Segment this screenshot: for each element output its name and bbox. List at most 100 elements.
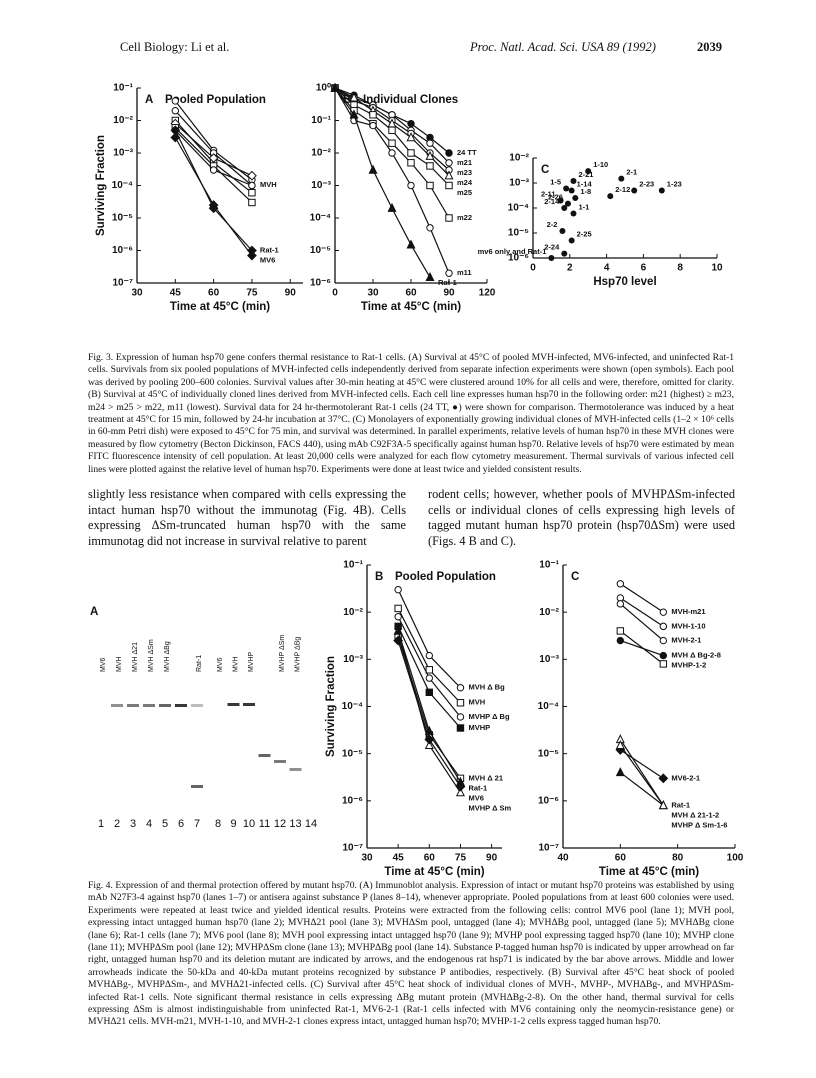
lane-number: 3 [130,818,136,830]
y-tick-label: 10⁻⁶ [342,795,363,806]
lane-number: 8 [215,818,221,830]
series-label: m23 [457,168,472,177]
panel-title: Pooled Population [165,94,266,106]
marker [659,622,668,631]
lane-number: 12 [274,818,286,830]
marker [659,660,668,668]
x-tick-label: 120 [479,288,496,299]
marker [369,111,377,119]
series-label: MV6-2-1 [671,773,700,782]
marker [445,159,453,167]
marker [456,684,465,692]
marker [456,724,465,732]
series-label: m11 [457,268,472,277]
point-label: 1-8 [580,187,591,196]
marker [248,181,256,190]
panel-letter: A [145,94,153,106]
point-label: 2-12 [615,185,630,194]
marker [407,149,415,157]
x-axis-label: Time at 45°C (min) [361,301,461,313]
y-tick-label: 10⁻⁶ [112,245,133,256]
lane-number: 11 [259,818,270,830]
blot-band [191,704,203,707]
running-head: Cell Biology: Li et al. [120,40,230,54]
series-line [619,745,664,806]
y-tick-label: 10⁻³ [311,180,331,191]
x-tick-label: 75 [246,288,258,299]
y-tick-label: 10⁻⁷ [112,278,133,289]
x-tick-label: 2 [567,263,573,274]
x-tick-label: 30 [361,853,373,864]
marker [425,666,434,674]
marker [349,92,359,102]
lane-label: MV6 [217,658,224,673]
point [561,205,568,211]
marker [444,170,454,180]
marker [394,585,402,594]
x-tick-label: 10 [711,263,723,274]
point [658,187,665,194]
marker [393,625,403,635]
series-line [619,630,664,665]
x-tick-label: 60 [208,288,220,299]
point-label: 1-5 [550,178,561,187]
figure-caption: Fig. 3. Expression of human hsp70 gene c… [88,352,734,475]
lane-number: 4 [146,818,152,830]
marker [424,740,434,750]
lane-label: MVH ΔSm [148,639,155,672]
series-label: MVHP Δ Sm-1-6 [671,820,727,829]
panel-title: Pooled Population [395,571,496,583]
marker [615,740,625,750]
blot-band [175,704,187,707]
marker [406,132,416,142]
lane-label: MVH Δ21 [132,642,139,672]
y-tick-label: 10⁻⁵ [508,228,529,239]
y-tick-label: 10⁻² [113,115,133,126]
marker [616,600,625,608]
x-axis-label: Time at 45°C (min) [170,301,270,313]
point [570,210,577,217]
y-tick-label: 10⁻⁵ [112,213,133,224]
y-tick-label: 10⁻⁶ [310,278,331,289]
x-tick-label: 0 [530,263,536,274]
x-tick-label: 100 [727,853,744,864]
point [572,195,579,202]
point-label: 2-24 [544,243,560,252]
series-line [619,771,664,806]
y-axis-label: Surviving Fraction [95,135,107,236]
marker [659,608,668,616]
x-tick-label: 6 [641,263,647,274]
x-tick-label: 90 [443,288,455,299]
marker [247,250,257,261]
series-label: Rat-1 [468,783,487,792]
lane-label: MVHP ΔBg [294,637,301,672]
marker [170,132,181,143]
y-tick-label: 10⁻⁵ [342,748,363,759]
series-label: m21 [457,158,472,167]
panel-letter: C [541,164,549,176]
marker [659,651,668,660]
marker [424,734,435,745]
journal: Proc. Natl. Acad. Sci. USA 89 (1992) [470,40,656,54]
marker [426,181,434,190]
y-tick-label: 10⁻⁷ [342,843,363,854]
y-tick-label: 10⁻³ [509,178,529,189]
marker [393,635,404,646]
lane-label: MVH [232,656,239,672]
lane-label: MVH ΔBg [164,641,171,672]
y-tick-label: 10⁻¹ [113,83,133,94]
x-axis-label: Time at 45°C (min) [384,866,484,878]
series-label: MVHP Δ Sm [468,803,511,812]
x-tick-label: 90 [486,853,498,864]
point-label: 2-26 [548,193,563,202]
marker [445,269,453,277]
lane-label: MVHP [248,651,255,672]
marker [388,139,396,147]
x-tick-label: 8 [677,263,683,274]
lane-number: 5 [162,818,168,830]
marker [394,604,402,613]
series-line [620,597,664,627]
y-tick-label: 10⁻⁵ [310,245,331,256]
y-tick-label: 10⁻² [539,607,559,618]
